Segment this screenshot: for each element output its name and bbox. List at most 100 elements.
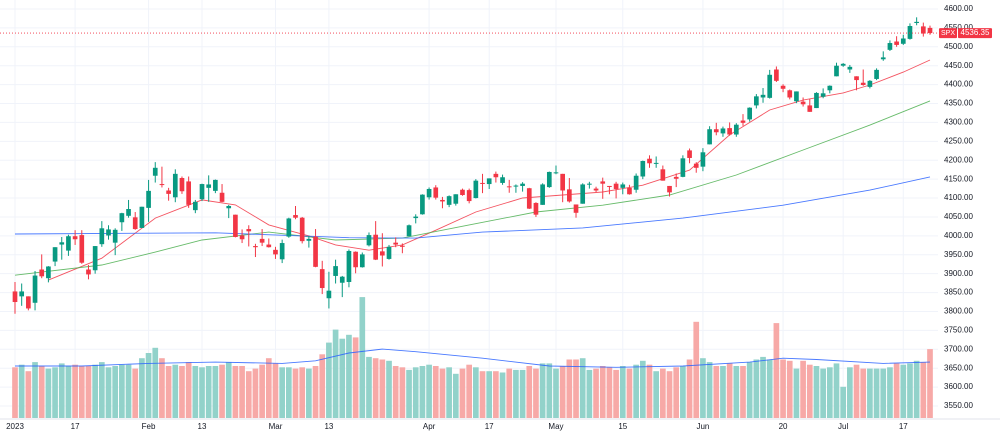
candle-body: [820, 93, 826, 97]
volume-bar: [452, 373, 459, 418]
volume-bar: [272, 363, 279, 418]
candle-body: [894, 41, 899, 45]
candle-body: [426, 188, 432, 198]
candle-body: [627, 187, 632, 195]
candle-body: [500, 177, 505, 183]
candle-body: [546, 171, 552, 188]
y-tick-label: 3850.00: [944, 288, 973, 297]
candle-body: [880, 57, 886, 60]
candle-body: [139, 206, 145, 228]
volume-bar: [386, 360, 392, 418]
x-tick-label: 17: [485, 422, 494, 431]
volume-bar: [593, 368, 599, 418]
candle-body: [787, 90, 793, 98]
volume-bar: [639, 360, 646, 418]
x-tick-label: 17: [71, 422, 80, 431]
candle-body: [473, 180, 479, 199]
volume-bar: [45, 368, 52, 418]
candle-body: [246, 229, 252, 232]
volume-bar: [880, 368, 887, 418]
candle-body: [273, 249, 278, 255]
volume-bar: [179, 366, 185, 418]
candle-body: [780, 85, 786, 89]
volume-bar: [306, 368, 312, 418]
volume-bar: [780, 359, 786, 418]
volume-bar: [700, 358, 706, 418]
volume-bar: [379, 359, 386, 418]
volume-bar: [392, 366, 399, 418]
candle-body: [39, 269, 45, 277]
volume-bar: [52, 367, 58, 418]
volume-bar: [58, 363, 65, 418]
volume-bar: [907, 363, 913, 418]
volume-bar: [519, 369, 526, 418]
volume-bar: [893, 363, 900, 418]
volume-bar: [78, 366, 85, 418]
candle-body: [887, 43, 893, 50]
candle-body: [206, 184, 212, 188]
candle-body: [653, 162, 659, 164]
volume-bar: [753, 359, 760, 418]
volume-bar: [686, 359, 693, 418]
volume-bar: [633, 364, 639, 418]
volume-bar: [606, 367, 613, 418]
candle-body: [680, 158, 686, 177]
volume-bar: [132, 368, 139, 418]
volume-bar: [185, 362, 192, 418]
candle-body: [506, 186, 512, 188]
candle-body: [707, 129, 712, 145]
volume-bar: [573, 359, 579, 418]
candle-body: [159, 184, 165, 186]
candle-body: [86, 269, 91, 275]
volume-bar: [18, 364, 25, 418]
volume-bar: [867, 368, 873, 418]
x-tick-label: 17: [899, 422, 908, 431]
volume-bar: [165, 366, 172, 418]
y-tick-label: 4150.00: [944, 174, 973, 183]
candle-body: [733, 124, 739, 135]
y-tick-label: 4500.00: [944, 42, 973, 51]
candle-body: [807, 105, 813, 112]
y-tick-label: 3600.00: [944, 382, 973, 391]
volume-bar: [239, 366, 245, 418]
candle-body: [453, 194, 459, 204]
volume-bar: [586, 369, 593, 418]
candle-body: [693, 163, 699, 168]
candle-body: [319, 269, 325, 289]
volume-bar: [265, 358, 272, 418]
candle-body: [540, 184, 545, 205]
candle-body: [874, 69, 879, 79]
candle-body: [293, 215, 298, 218]
candle-body: [19, 291, 25, 297]
volume-bar: [439, 368, 446, 418]
x-tick-label: 13: [198, 422, 207, 431]
candle-body: [346, 250, 352, 282]
volume-bar: [159, 358, 165, 418]
y-tick-label: 4550.00: [944, 23, 973, 32]
candle-body: [172, 173, 178, 198]
volume-bar: [860, 368, 867, 418]
volume-bar: [546, 363, 553, 418]
symbol-tag: [939, 28, 957, 39]
candle-body: [266, 244, 272, 248]
volume-bar: [506, 368, 513, 418]
y-tick-label: 4000.00: [944, 231, 973, 240]
last-price-label: 4536.35: [961, 28, 990, 37]
volume-bar: [740, 366, 746, 418]
candle-body: [927, 27, 933, 34]
volume-bar: [666, 371, 673, 418]
y-tick-label: 4600.00: [944, 4, 973, 13]
candle-body: [900, 38, 906, 44]
candle-body: [580, 184, 586, 204]
candle-body: [333, 266, 338, 276]
volume-bar: [693, 321, 700, 418]
candle-body: [366, 235, 372, 246]
candle-body: [687, 150, 692, 158]
y-tick-label: 4350.00: [944, 99, 973, 108]
candle-body: [600, 181, 606, 184]
y-tick-label: 3700.00: [944, 344, 973, 353]
volume-bar: [446, 367, 452, 418]
volume-bar: [205, 366, 212, 418]
candle-body: [587, 183, 592, 185]
